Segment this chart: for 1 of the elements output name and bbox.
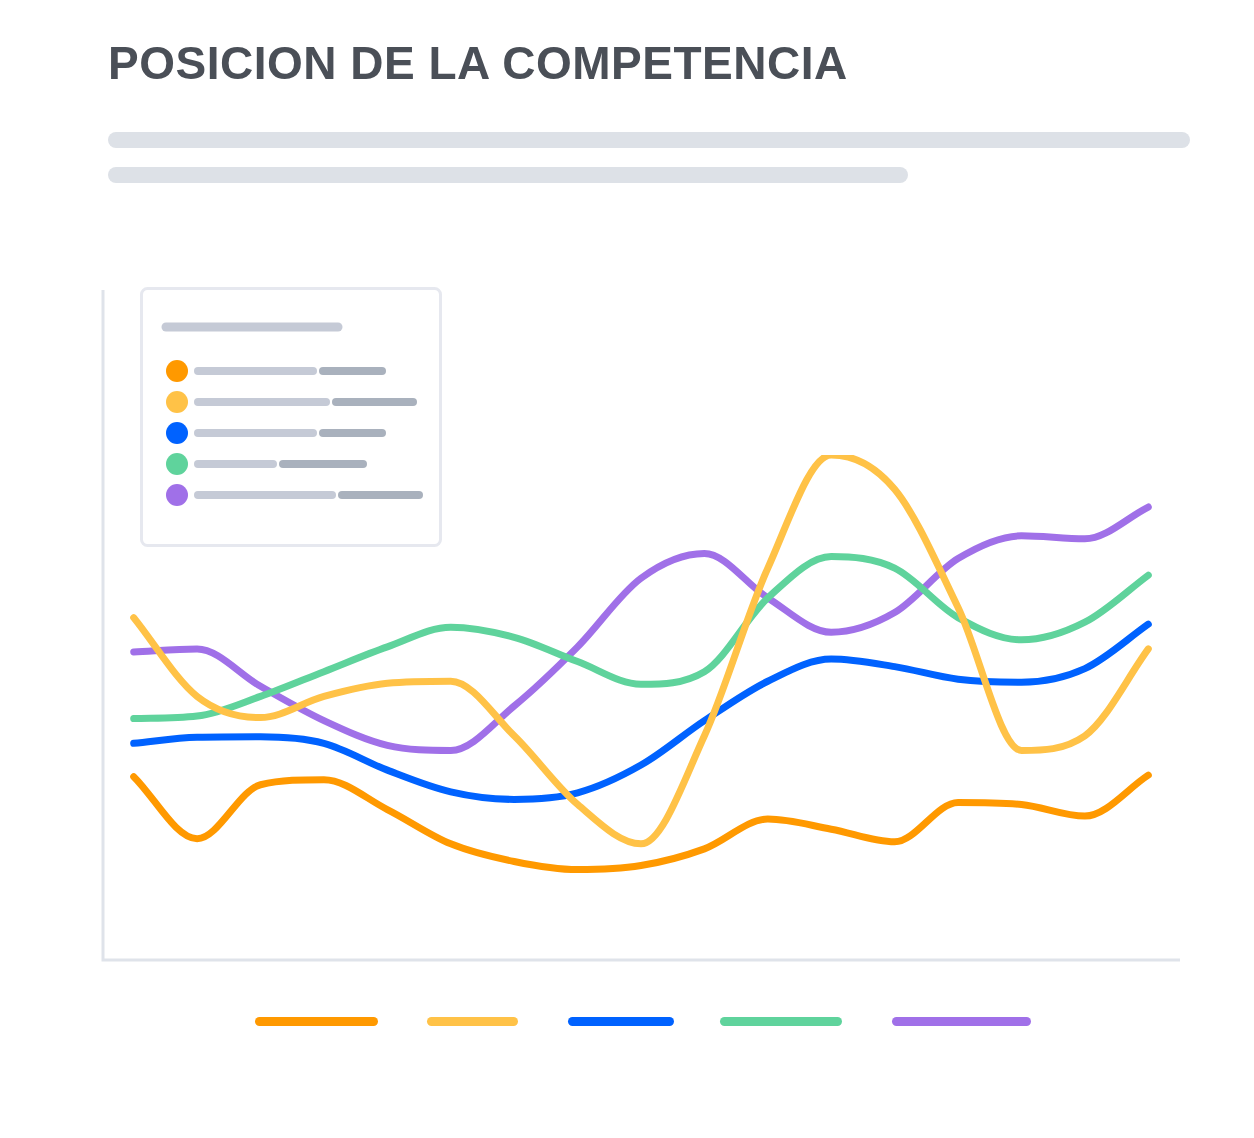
chart-title: POSICION DE LA COMPETENCIA: [108, 36, 848, 90]
